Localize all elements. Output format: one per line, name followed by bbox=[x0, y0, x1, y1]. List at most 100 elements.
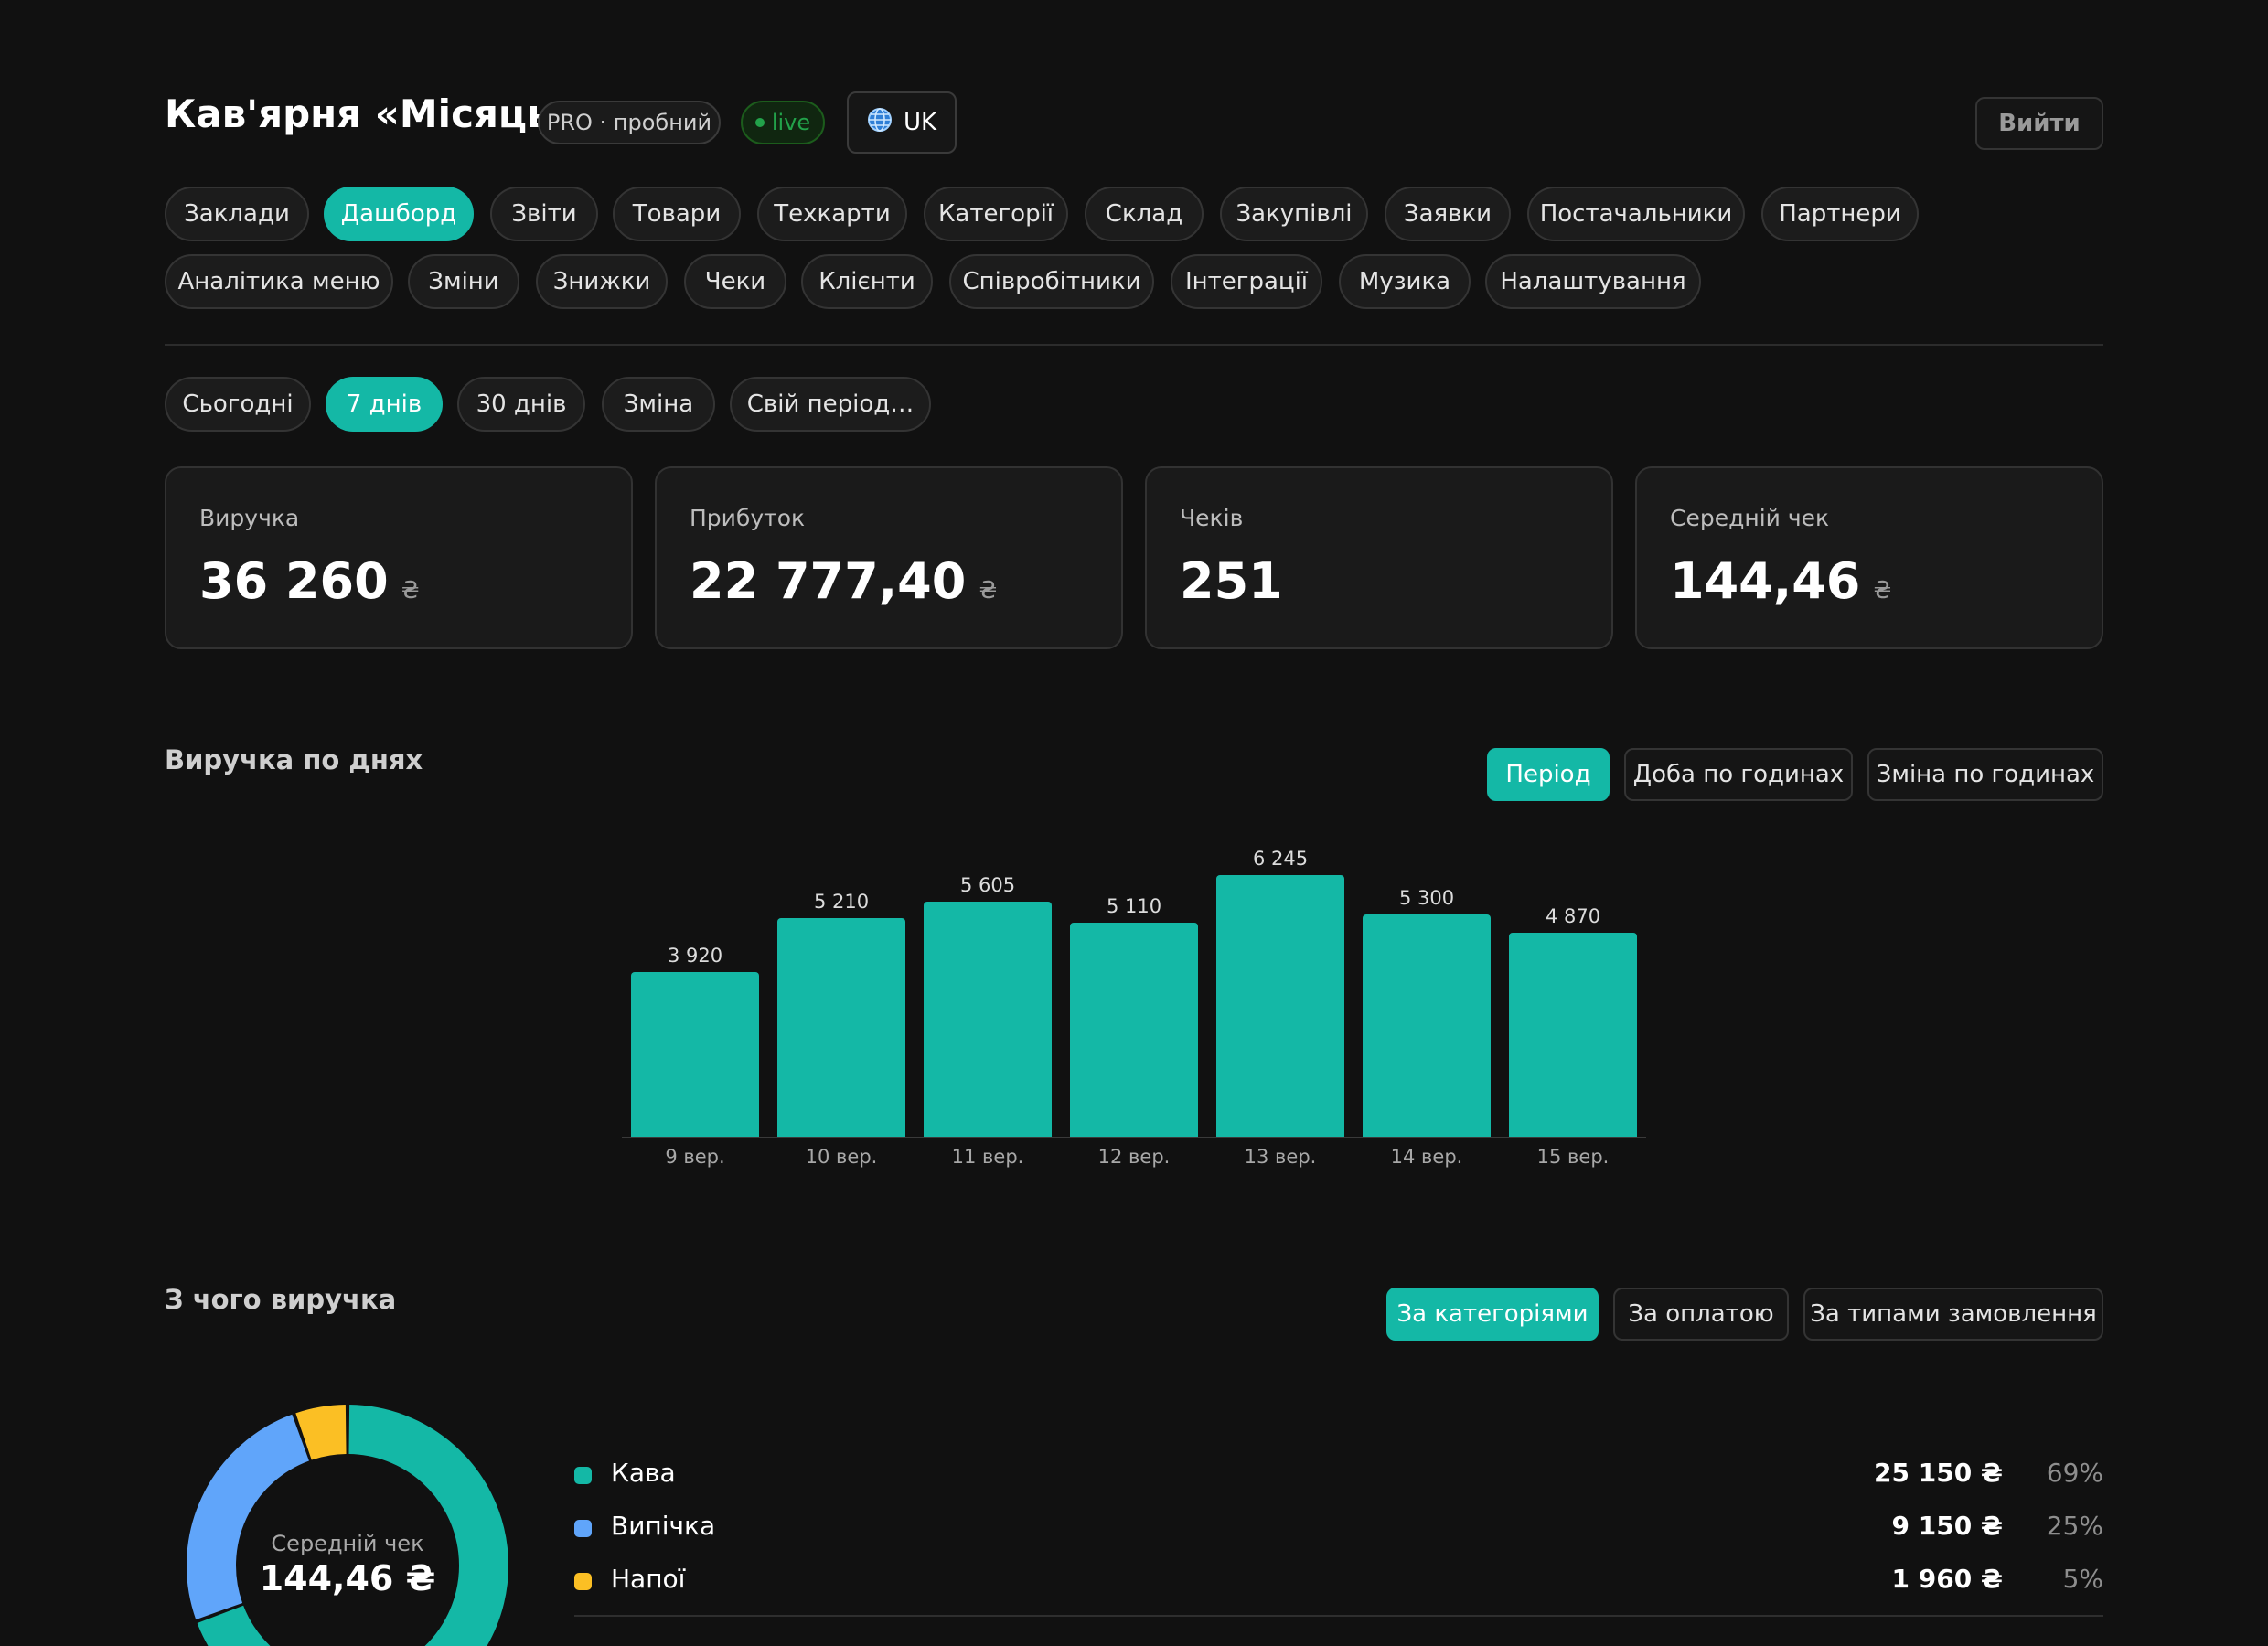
period-label: Свій період… bbox=[746, 390, 915, 418]
chart-x-tick-label: 9 вер. bbox=[665, 1146, 725, 1168]
nav-item-discounts[interactable]: Знижки bbox=[536, 254, 668, 309]
kpi-label: Прибуток bbox=[690, 505, 806, 531]
nav-item-warehouse[interactable]: Склад bbox=[1085, 187, 1204, 241]
nav-item-products[interactable]: Товари bbox=[613, 187, 741, 241]
kpi-label: Чеків bbox=[1180, 505, 1244, 531]
nav-item-settings[interactable]: Налаштування bbox=[1485, 254, 1701, 309]
toggle-day-by-hours[interactable]: Доба по годинах bbox=[1624, 748, 1853, 801]
nav-item-receipts[interactable]: Чеки bbox=[684, 254, 786, 309]
live-badge: live bbox=[741, 101, 825, 144]
chart-bar-value-label: 5 300 bbox=[1398, 887, 1455, 910]
toggle-label: За типами замовлення bbox=[1810, 1300, 2097, 1328]
kpi-label: Виручка bbox=[199, 505, 300, 531]
donut-center-label: Середній чек bbox=[271, 1531, 424, 1556]
chart-bar-value-label: 3 920 bbox=[667, 945, 723, 967]
period-shift[interactable]: Зміна bbox=[602, 377, 715, 432]
donut-slice bbox=[197, 1405, 508, 1646]
language-switcher[interactable]: UK bbox=[847, 91, 957, 154]
toggle-by-order-type[interactable]: За типами замовлення bbox=[1803, 1288, 2103, 1341]
cafe-title: Кав'ярня «Місяць» bbox=[165, 91, 576, 136]
kpi-value-number: 36 260 bbox=[199, 552, 389, 610]
chart-bar-value-label: 5 605 bbox=[959, 874, 1016, 897]
chart-bar bbox=[1216, 875, 1344, 1137]
nav-item-requests[interactable]: Заявки bbox=[1385, 187, 1511, 241]
nav-item-label: Партнери bbox=[1779, 200, 1901, 228]
nav-item-partners[interactable]: Партнери bbox=[1761, 187, 1919, 241]
nav-item-label: Заявки bbox=[1403, 200, 1492, 228]
legend-swatch bbox=[574, 1467, 592, 1484]
chart-x-axis-line bbox=[622, 1137, 1646, 1138]
kpi-value-number: 251 bbox=[1180, 552, 1283, 610]
kpi-value: 36 260 ₴ bbox=[199, 552, 420, 610]
donut-slice bbox=[187, 1414, 310, 1620]
chart-bar-value-label: 4 870 bbox=[1545, 904, 1601, 927]
kpi-card-profit: Прибуток 22 777,40 ₴ bbox=[655, 466, 1123, 649]
plan-badge: PRO · пробний bbox=[538, 101, 721, 144]
period-today[interactable]: Сьогодні bbox=[165, 377, 311, 432]
chart-bar bbox=[1363, 914, 1491, 1137]
toggle-label: Доба по годинах bbox=[1632, 761, 1845, 788]
nav-item-integrations[interactable]: Інтеграції bbox=[1171, 254, 1322, 309]
legend-row-coffee: Кава 25 150 ₴ 69% bbox=[574, 1452, 2103, 1498]
nav-item-tech-cards[interactable]: Техкарти bbox=[757, 187, 907, 241]
nav-item-label: Закупівлі bbox=[1236, 200, 1353, 228]
chart-x-tick-label: 11 вер. bbox=[951, 1146, 1024, 1168]
kpi-label: Середній чек bbox=[1670, 505, 1830, 531]
chart-x-tick-label: 12 вер. bbox=[1097, 1146, 1171, 1168]
toggle-label: Зміна по годинах bbox=[1876, 761, 2095, 788]
legend-name: Напої bbox=[611, 1564, 686, 1594]
legend-percent: 69% bbox=[2046, 1458, 2103, 1488]
nav-item-label: Співробітники bbox=[962, 268, 1141, 295]
nav-divider bbox=[165, 344, 2103, 346]
nav-item-music[interactable]: Музика bbox=[1339, 254, 1471, 309]
nav-item-label: Аналітика меню bbox=[177, 268, 380, 295]
kpi-currency: ₴ bbox=[401, 577, 420, 604]
toggle-period[interactable]: Період bbox=[1487, 748, 1610, 801]
nav-item-menu-analytics[interactable]: Аналітика меню bbox=[165, 254, 393, 309]
legend-percent: 25% bbox=[2046, 1511, 2103, 1541]
chart-bar bbox=[631, 972, 759, 1137]
chart-x-tick-label: 10 вер. bbox=[805, 1146, 878, 1168]
period-7-days[interactable]: 7 днів bbox=[326, 377, 443, 432]
nav-item-establishments[interactable]: Заклади bbox=[165, 187, 309, 241]
nav-item-label: Дашборд bbox=[340, 200, 457, 228]
chart-bar bbox=[1509, 932, 1637, 1137]
nav-item-employees[interactable]: Співробітники bbox=[949, 254, 1154, 309]
period-custom[interactable]: Свій період… bbox=[730, 377, 931, 432]
nav-item-categories[interactable]: Категорії bbox=[924, 187, 1068, 241]
chart-bar bbox=[777, 918, 905, 1137]
chart-bar bbox=[924, 902, 1052, 1137]
nav-item-shifts[interactable]: Зміни bbox=[408, 254, 519, 309]
nav-item-clients[interactable]: Клієнти bbox=[801, 254, 933, 309]
legend-row-drinks: Напої 1 960 ₴ 5% bbox=[574, 1558, 2103, 1604]
toggle-shift-by-hours[interactable]: Зміна по годинах bbox=[1867, 748, 2103, 801]
nav-item-suppliers[interactable]: Постачальники bbox=[1527, 187, 1745, 241]
kpi-value: 251 bbox=[1180, 552, 1283, 610]
nav-item-label: Звіти bbox=[511, 200, 577, 228]
chart-bar-value-label: 5 210 bbox=[813, 891, 870, 914]
nav-item-purchases[interactable]: Закупівлі bbox=[1220, 187, 1368, 241]
chart-x-tick-label: 13 вер. bbox=[1244, 1146, 1317, 1168]
nav-item-label: Постачальники bbox=[1539, 200, 1733, 228]
period-label: Сьогодні bbox=[182, 390, 294, 418]
kpi-value: 22 777,40 ₴ bbox=[690, 552, 997, 610]
logout-label: Вийти bbox=[1998, 110, 2081, 137]
toggle-by-categories[interactable]: За категоріями bbox=[1386, 1288, 1599, 1341]
nav-item-label: Техкарти bbox=[774, 200, 891, 228]
nav-item-dashboard[interactable]: Дашборд bbox=[324, 187, 474, 241]
period-30-days[interactable]: 30 днів bbox=[457, 377, 585, 432]
nav-item-label: Категорії bbox=[937, 200, 1054, 228]
chart-bar-value-label: 6 245 bbox=[1252, 848, 1309, 870]
live-label: live bbox=[771, 110, 811, 135]
live-dot-icon bbox=[754, 118, 765, 127]
period-label: 7 днів bbox=[346, 390, 423, 418]
category-donut-chart bbox=[187, 1405, 508, 1646]
nav-item-reports[interactable]: Звіти bbox=[490, 187, 598, 241]
chart-x-tick-label: 14 вер. bbox=[1390, 1146, 1463, 1168]
nav-item-label: Інтеграції bbox=[1184, 268, 1309, 295]
kpi-value-number: 22 777,40 bbox=[690, 552, 967, 610]
toggle-by-payment[interactable]: За оплатою bbox=[1613, 1288, 1789, 1341]
legend-amount: 25 150 ₴ bbox=[1874, 1458, 2003, 1488]
logout-button[interactable]: Вийти bbox=[1975, 97, 2103, 150]
